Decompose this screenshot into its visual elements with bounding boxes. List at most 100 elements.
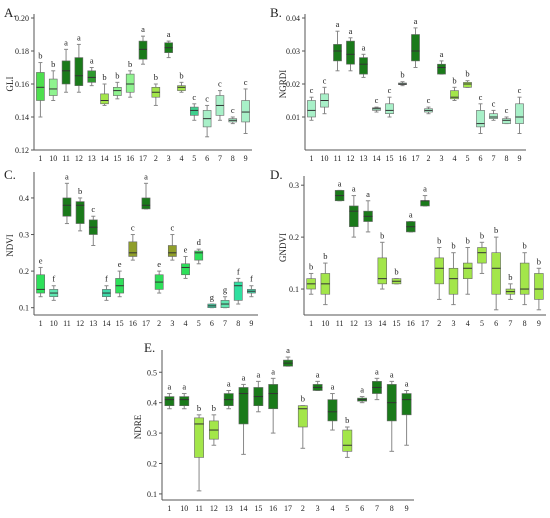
significance-letter: a bbox=[144, 171, 148, 181]
significance-letter: a bbox=[65, 171, 69, 181]
box-iqr bbox=[241, 100, 250, 123]
box-iqr bbox=[377, 257, 388, 285]
box-13: c 13 bbox=[88, 204, 98, 328]
y-tick-label: 0.5 bbox=[147, 368, 157, 377]
significance-letter: c bbox=[231, 105, 235, 115]
box-2: b2 bbox=[434, 236, 444, 328]
significance-letter: b bbox=[465, 69, 469, 79]
x-tick-label: 9 bbox=[244, 154, 248, 163]
significance-letter: b bbox=[51, 59, 55, 69]
significance-letter: c bbox=[427, 95, 431, 105]
significance-letter: b bbox=[345, 415, 349, 425]
y-axis-label: GNDVI bbox=[278, 233, 288, 262]
x-tick-label: 8 bbox=[236, 319, 240, 328]
box-14: b 14 bbox=[377, 230, 388, 328]
y-tick-label: 0.18 bbox=[15, 47, 29, 56]
significance-letter: b bbox=[394, 267, 398, 277]
y-tick-label: 0.1 bbox=[19, 304, 29, 313]
box-3: a3 bbox=[437, 49, 446, 163]
significance-letter: f bbox=[105, 274, 108, 284]
box-5: b5 bbox=[463, 69, 472, 163]
box-iqr bbox=[164, 396, 175, 407]
box-iqr bbox=[437, 63, 446, 75]
x-tick-label: 15 bbox=[254, 504, 262, 513]
box-14: c 14 bbox=[372, 95, 381, 163]
box-17: a 17 bbox=[283, 345, 293, 513]
x-tick-label: 3 bbox=[170, 319, 174, 328]
box-5: d5 bbox=[194, 237, 204, 328]
significance-letter: b bbox=[102, 72, 106, 82]
x-tick-label: 6 bbox=[479, 154, 483, 163]
box-iqr bbox=[515, 103, 524, 124]
box-iqr bbox=[100, 93, 109, 105]
box-iqr bbox=[346, 40, 355, 65]
significance-letter: a bbox=[77, 32, 81, 42]
x-tick-label: 15 bbox=[116, 319, 124, 328]
x-tick-label: 17 bbox=[284, 504, 292, 513]
x-tick-label: 8 bbox=[523, 319, 527, 328]
significance-letter: a bbox=[227, 379, 231, 389]
box-2: e2 bbox=[154, 259, 164, 328]
box-12: a 12 bbox=[346, 26, 355, 163]
x-tick-label: 16 bbox=[407, 319, 415, 328]
x-tick-label: 2 bbox=[301, 504, 305, 513]
y-axis-label: NDRE bbox=[133, 414, 143, 439]
box-10: b 10 bbox=[320, 251, 331, 328]
significance-letter: a bbox=[360, 385, 364, 395]
box-4: a4 bbox=[327, 382, 338, 513]
panel-label: A. bbox=[4, 5, 17, 20]
box-iqr bbox=[61, 60, 71, 85]
box-iqr bbox=[87, 70, 96, 83]
significance-letter: a bbox=[242, 372, 246, 382]
significance-letter: a bbox=[336, 19, 340, 29]
x-tick-label: 12 bbox=[350, 319, 358, 328]
x-tick-label: 14 bbox=[378, 319, 386, 328]
x-tick-label: 13 bbox=[364, 319, 372, 328]
box-1: a1 bbox=[164, 382, 175, 513]
significance-letter: a bbox=[167, 29, 171, 39]
significance-letter: b bbox=[400, 70, 404, 80]
box-6: a6 bbox=[357, 385, 368, 513]
box-iqr bbox=[36, 274, 45, 294]
significance-letter: c bbox=[244, 77, 248, 87]
x-tick-label: 2 bbox=[427, 154, 431, 163]
x-tick-label: 7 bbox=[492, 154, 496, 163]
significance-letter: b bbox=[179, 70, 183, 80]
y-tick-label: 0.2 bbox=[147, 460, 157, 469]
box-iqr bbox=[502, 118, 511, 124]
box-13: a 13 bbox=[223, 379, 234, 513]
x-tick-label: 11 bbox=[334, 154, 342, 163]
significance-letter: b bbox=[309, 261, 313, 271]
x-tick-label: 5 bbox=[480, 319, 484, 328]
box-6: b6 bbox=[491, 225, 501, 328]
y-tick-label: 0.4 bbox=[19, 194, 29, 203]
y-tick-label: 0.03 bbox=[286, 47, 300, 56]
box-14: f 14 bbox=[102, 274, 111, 328]
y-tick-label: 0.16 bbox=[15, 80, 29, 89]
panel-label: B. bbox=[270, 5, 282, 20]
x-tick-label: 1 bbox=[309, 319, 313, 328]
x-tick-label: 14 bbox=[101, 154, 109, 163]
x-tick-label: 4 bbox=[466, 319, 470, 328]
x-tick-label: 7 bbox=[223, 319, 227, 328]
x-tick-label: 2 bbox=[154, 154, 158, 163]
panel-label: D. bbox=[270, 167, 283, 182]
box-iqr bbox=[138, 40, 148, 60]
significance-letter: c bbox=[375, 95, 379, 105]
significance-letter: c bbox=[310, 85, 314, 95]
x-tick-label: 10 bbox=[50, 319, 58, 328]
x-tick-label: 16 bbox=[129, 319, 137, 328]
significance-letter: f bbox=[250, 274, 253, 284]
x-tick-label: 11 bbox=[195, 504, 203, 513]
box-17: a 17 bbox=[138, 24, 148, 163]
y-tick-label: 0.2 bbox=[289, 233, 299, 242]
significance-letter: f bbox=[52, 274, 55, 284]
x-tick-label: 10 bbox=[180, 504, 188, 513]
box-6: c6 bbox=[202, 93, 212, 163]
y-axis-label: NGRDI bbox=[278, 70, 288, 99]
x-tick-label: 3 bbox=[167, 154, 171, 163]
box-iqr bbox=[462, 262, 473, 279]
significance-letter: a bbox=[375, 366, 379, 376]
y-tick-label: 0.04 bbox=[286, 14, 300, 23]
box-9: c9 bbox=[241, 77, 250, 163]
